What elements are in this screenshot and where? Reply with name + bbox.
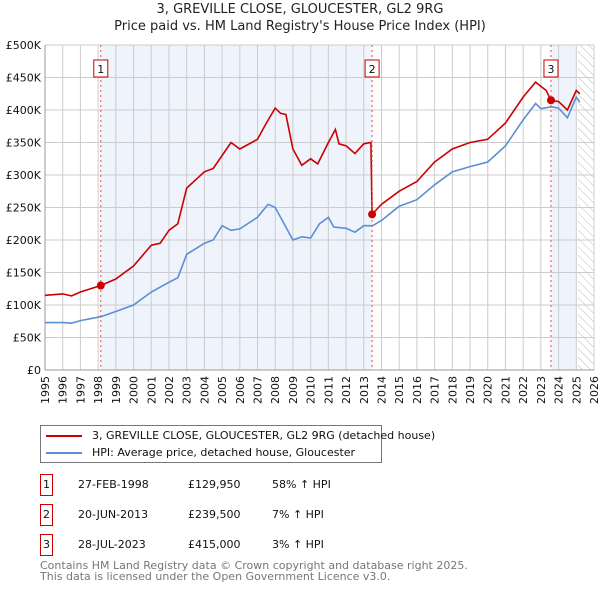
sale-label-box [364, 59, 380, 78]
sale-point [96, 281, 105, 290]
x-tick-label: 2025 [570, 376, 583, 404]
legend-item-hpi: HPI: Average price, detached house, Glou… [46, 446, 355, 459]
x-tick-label: 2009 [287, 376, 300, 404]
chart-title: 3, GREVILLE CLOSE, GLOUCESTER, GL2 9RG [156, 2, 444, 17]
y-tick-label: £300K [6, 169, 42, 182]
legend-swatch [46, 451, 82, 454]
sale-label: 3 [547, 63, 554, 76]
transaction-row: 1 27-FEB-1998 £129,950 58% ↑ HPI [40, 474, 440, 496]
legend: 3, GREVILLE CLOSE, GLOUCESTER, GL2 9RG (… [40, 425, 435, 463]
legend-label: 3, GREVILLE CLOSE, GLOUCESTER, GL2 9RG (… [92, 429, 436, 442]
transaction-date: 28-JUL-2023 [78, 538, 146, 551]
footer-copyright: Contains HM Land Registry data © Crown c… [40, 559, 468, 572]
x-tick-label: 2016 [411, 376, 424, 404]
transaction-price: £239,500 [188, 508, 241, 521]
y-tick-label: £50K [13, 332, 42, 345]
transaction-hpi: 7% ↑ HPI [272, 508, 324, 521]
x-tick-label: 2001 [145, 376, 158, 404]
sale-point [368, 210, 377, 219]
x-tick-label: 2014 [375, 376, 388, 404]
y-tick-label: £350K [6, 137, 42, 150]
series-line [45, 95, 581, 325]
y-tick-label: £0 [27, 364, 41, 377]
x-tick-label: 2010 [305, 376, 318, 404]
x-tick-label: 2012 [340, 376, 353, 404]
x-tick-label: 1995 [39, 376, 52, 404]
transaction-hpi: 3% ↑ HPI [272, 538, 324, 551]
x-tick-label: 2023 [535, 376, 548, 404]
x-tick-label: 2020 [482, 376, 495, 404]
legend-item-property: 3, GREVILLE CLOSE, GLOUCESTER, GL2 9RG (… [46, 429, 435, 442]
sale-label-box [93, 59, 109, 78]
sale-label-box [543, 59, 559, 78]
x-tick-label: 2019 [464, 376, 477, 404]
y-tick-label: £500K [6, 39, 42, 52]
transaction-date: 27-FEB-1998 [78, 478, 149, 491]
sale-label: 1 [97, 63, 104, 76]
x-tick-label: 2005 [216, 376, 229, 404]
transaction-price: £415,000 [188, 538, 241, 551]
x-tick-label: 2013 [358, 376, 371, 404]
x-tick-label: 2011 [322, 376, 335, 404]
marker-badge: 2 [40, 504, 53, 526]
x-tick-label: 2003 [181, 376, 194, 404]
y-tick-label: £100K [6, 299, 42, 312]
marker-badge: 3 [40, 534, 53, 556]
x-tick-label: 2008 [269, 376, 282, 404]
x-tick-label: 2006 [234, 376, 247, 404]
price-chart: 1995 1996 1997 1998 1999 2000 2001 2002 2003 2004… [6, 39, 600, 404]
x-tick-label: 2000 [128, 376, 141, 404]
transaction-row: 3 28-JUL-2023 £415,000 3% ↑ HPI [40, 534, 440, 556]
x-tick-label: 1999 [110, 376, 123, 404]
y-tick-label: £250K [6, 202, 42, 215]
x-tick-label: 2026 [588, 376, 600, 404]
x-tick-label: 2007 [252, 376, 265, 404]
x-tick-label: 2015 [393, 376, 406, 404]
transaction-hpi: 58% ↑ HPI [272, 478, 331, 491]
x-tick-label: 2017 [429, 376, 442, 404]
y-tick-label: £450K [6, 72, 42, 85]
chart-subtitle: Price paid vs. HM Land Registry's House … [114, 19, 486, 34]
x-tick-label: 2022 [517, 376, 530, 404]
footer-licence: This data is licensed under the Open Gov… [40, 570, 391, 583]
x-tick-label: 2002 [163, 376, 176, 404]
series-line [44, 80, 581, 297]
x-tick-label: 2021 [499, 376, 512, 404]
sale-label: 2 [369, 63, 376, 76]
x-tick-label: 1996 [57, 376, 70, 404]
x-tick-label: 1998 [92, 376, 105, 404]
legend-swatch [46, 434, 82, 437]
sale-point [546, 96, 555, 105]
transaction-row: 2 20-JUN-2013 £239,500 7% ↑ HPI [40, 504, 440, 526]
legend-label: HPI: Average price, detached house, Glou… [92, 446, 356, 459]
x-tick-label: 2018 [446, 376, 459, 404]
x-tick-label: 2024 [553, 376, 566, 404]
x-tick-label: 1997 [74, 376, 87, 404]
y-tick-label: £400K [6, 104, 42, 117]
transaction-date: 20-JUN-2013 [78, 508, 149, 521]
y-tick-label: £150K [6, 267, 42, 280]
marker-badge: 1 [40, 474, 53, 496]
transaction-price: £129,950 [188, 478, 241, 491]
x-tick-label: 2004 [198, 376, 211, 404]
y-tick-label: £200K [6, 234, 42, 247]
